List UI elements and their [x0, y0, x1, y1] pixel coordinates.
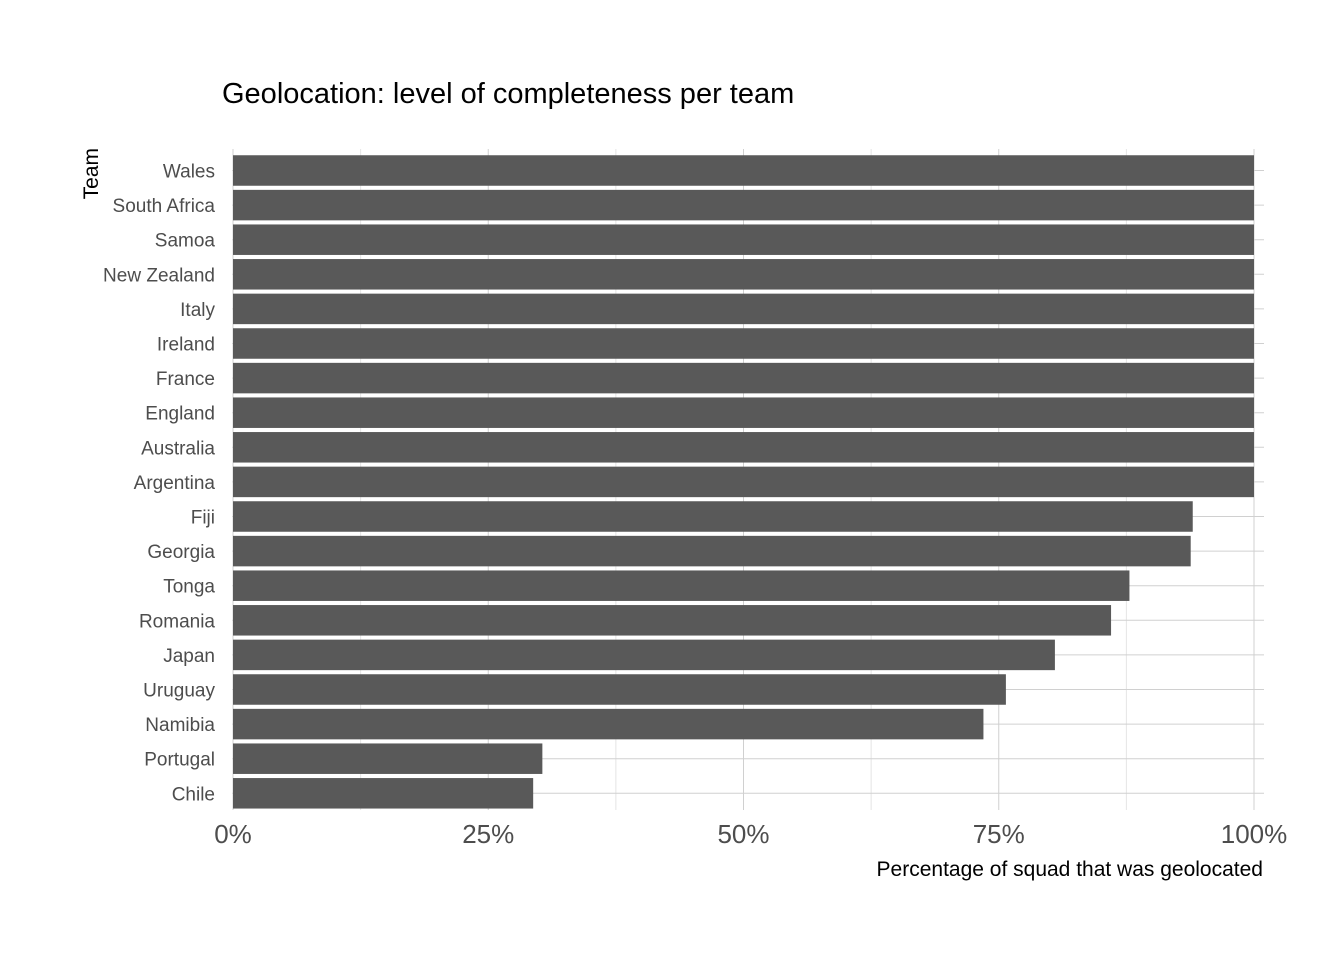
chart-title: Geolocation: level of completeness per t… — [222, 78, 794, 110]
x-tick-label: 25% — [462, 819, 514, 849]
bar-samoa — [233, 224, 1254, 255]
category-label: Wales — [163, 162, 215, 183]
category-label: Chile — [172, 784, 215, 805]
bar-australia — [233, 432, 1254, 463]
bar-romania — [233, 605, 1112, 636]
category-label: South Africa — [113, 196, 216, 217]
category-label: Argentina — [134, 473, 216, 494]
category-label: Japan — [163, 646, 215, 667]
bar-argentina — [233, 466, 1254, 498]
category-label: England — [145, 404, 215, 425]
category-label: Tonga — [163, 577, 215, 598]
category-label: Namibia — [145, 715, 215, 736]
category-label: Australia — [141, 438, 215, 459]
category-label: Romania — [139, 611, 215, 632]
x-tick-labels: 0% 25% 50% 75% 100% — [214, 819, 1287, 849]
bar-georgia — [233, 535, 1191, 567]
x-tick-label: 100% — [1221, 819, 1288, 849]
bar-tonga — [233, 570, 1130, 601]
bar-portugal — [233, 743, 543, 774]
category-label: Georgia — [147, 542, 215, 563]
category-labels: Wales South Africa Samoa New Zealand Italy Ir… — [103, 162, 215, 806]
x-tick-label: 0% — [214, 819, 252, 849]
bar-wales — [233, 155, 1254, 186]
x-axis-title: Percentage of squad that was geolocated — [877, 858, 1263, 881]
x-tick-label: 75% — [973, 819, 1025, 849]
category-label: Samoa — [155, 231, 216, 252]
category-label: Fiji — [191, 508, 215, 529]
category-label: Uruguay — [143, 681, 215, 702]
bar-ireland — [233, 328, 1254, 359]
category-label: France — [156, 369, 215, 390]
category-label: New Zealand — [103, 265, 215, 286]
bar-france — [233, 362, 1254, 394]
bar-italy — [233, 293, 1254, 325]
bar-chile — [233, 778, 534, 809]
bar-new-zealand — [233, 259, 1254, 290]
bar-uruguay — [233, 674, 1006, 705]
x-tick-label: 50% — [717, 819, 769, 849]
bar-fiji — [233, 501, 1193, 532]
category-label: Ireland — [157, 335, 215, 356]
category-label: Italy — [180, 300, 215, 321]
bar-england — [233, 397, 1254, 428]
bars — [233, 155, 1254, 809]
bar-south-africa — [233, 189, 1254, 221]
y-axis-title: Team — [80, 148, 103, 199]
category-label: Portugal — [144, 750, 215, 771]
bar-japan — [233, 639, 1055, 671]
bar-namibia — [233, 708, 984, 740]
